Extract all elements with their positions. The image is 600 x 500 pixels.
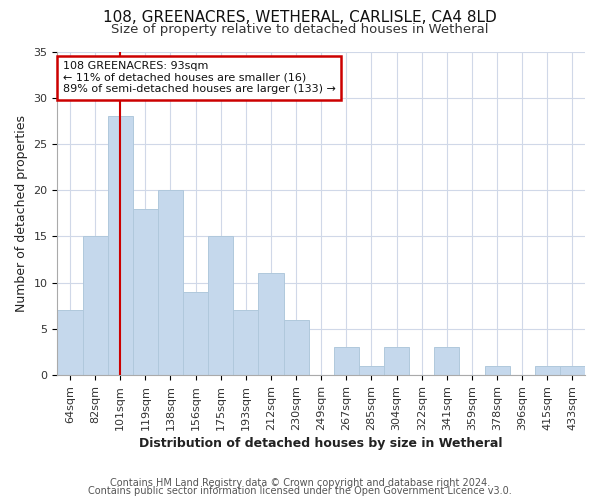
- Text: 108, GREENACRES, WETHERAL, CARLISLE, CA4 8LD: 108, GREENACRES, WETHERAL, CARLISLE, CA4…: [103, 10, 497, 25]
- Text: Size of property relative to detached houses in Wetheral: Size of property relative to detached ho…: [111, 22, 489, 36]
- Text: Contains HM Land Registry data © Crown copyright and database right 2024.: Contains HM Land Registry data © Crown c…: [110, 478, 490, 488]
- Bar: [334, 348, 359, 375]
- Bar: [485, 366, 509, 375]
- Bar: [183, 292, 208, 375]
- Bar: [560, 366, 585, 375]
- Bar: [107, 116, 133, 375]
- Bar: [158, 190, 183, 375]
- Bar: [83, 236, 107, 375]
- Bar: [535, 366, 560, 375]
- Bar: [233, 310, 259, 375]
- Bar: [359, 366, 384, 375]
- X-axis label: Distribution of detached houses by size in Wetheral: Distribution of detached houses by size …: [139, 437, 503, 450]
- Bar: [208, 236, 233, 375]
- Y-axis label: Number of detached properties: Number of detached properties: [15, 115, 28, 312]
- Text: Contains public sector information licensed under the Open Government Licence v3: Contains public sector information licen…: [88, 486, 512, 496]
- Bar: [133, 208, 158, 375]
- Text: 108 GREENACRES: 93sqm
← 11% of detached houses are smaller (16)
89% of semi-deta: 108 GREENACRES: 93sqm ← 11% of detached …: [62, 61, 335, 94]
- Bar: [284, 320, 308, 375]
- Bar: [259, 274, 284, 375]
- Bar: [434, 348, 460, 375]
- Bar: [384, 348, 409, 375]
- Bar: [58, 310, 83, 375]
